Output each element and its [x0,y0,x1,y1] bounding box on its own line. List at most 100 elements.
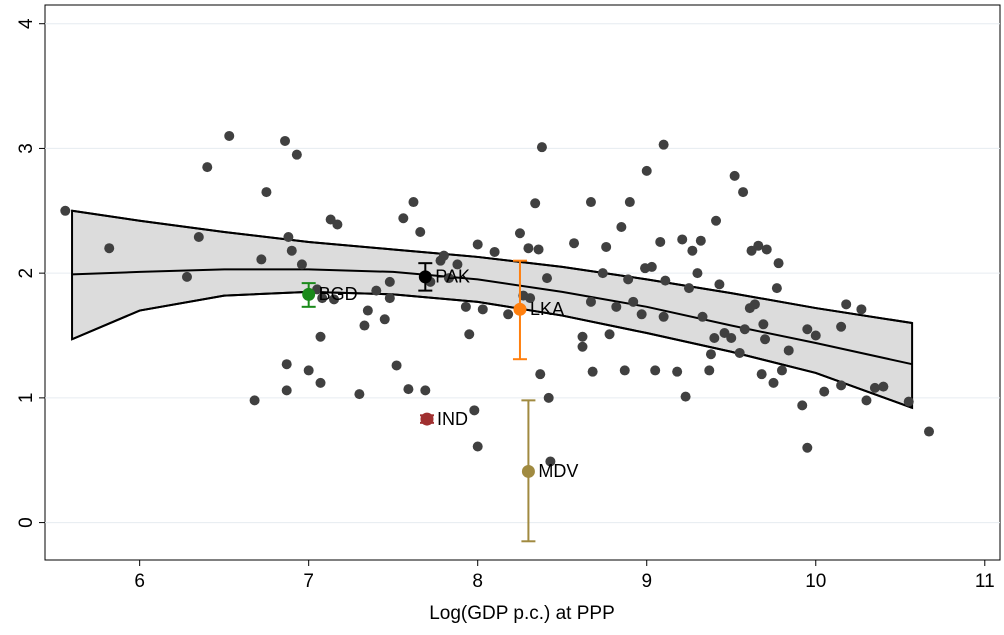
point [628,296,639,307]
point [604,329,615,340]
point [819,386,830,397]
point [611,301,622,312]
point [359,320,370,331]
point [281,385,292,396]
point [601,241,612,252]
point [104,243,115,254]
point [438,250,449,261]
point [384,293,395,304]
point [739,324,750,335]
highlight-point [521,464,535,478]
point [587,366,598,377]
point [758,319,769,330]
x-tick-label: 10 [805,571,826,592]
point [281,359,292,370]
point [332,219,343,230]
point [472,239,483,250]
highlight-label: PAK [435,267,470,287]
point [408,197,419,208]
point [533,244,544,255]
point [472,441,483,452]
x-tick-label: 6 [134,571,145,592]
point [616,222,627,232]
highlight-point [420,412,434,426]
point [391,360,402,371]
y-tick-label: 3 [16,143,37,154]
point [802,442,813,453]
point [753,240,764,251]
point [577,341,588,352]
point [193,231,204,242]
point [443,273,454,284]
point [249,395,260,406]
point [542,273,553,284]
point [869,382,880,393]
highlight-label: BGD [319,284,358,304]
point [286,245,297,256]
point [624,197,635,208]
point [802,324,813,335]
point [776,365,787,376]
highlight-point [418,270,432,284]
point [783,345,794,356]
point [636,309,647,320]
point [291,149,302,160]
point [836,380,847,391]
point [202,162,213,173]
point [181,271,192,282]
x-axis-title: Log(GDP p.c.) at PPP [429,603,615,624]
point [224,130,235,141]
point [655,236,666,247]
point [315,377,326,388]
point [60,205,71,216]
y-tick-label: 4 [16,18,37,29]
point [768,377,779,388]
point [489,246,500,257]
point [660,275,671,286]
point [692,268,703,279]
x-tick-label: 8 [472,571,483,592]
highlight-label: MDV [538,461,578,481]
point [729,170,740,181]
point [256,254,267,265]
point [924,426,935,437]
point [585,296,596,307]
point [569,238,580,249]
y-tick-label: 1 [16,393,37,404]
point [329,294,340,305]
x-tick-label: 9 [641,571,652,592]
point [398,213,409,224]
point [296,259,307,270]
point [525,293,536,304]
point [420,385,431,396]
x-tick-label: 11 [975,571,995,592]
y-tick-label: 2 [16,268,37,279]
point [577,331,588,342]
x-tick-label: 7 [303,571,314,592]
point [619,365,630,376]
point [697,311,708,322]
point [283,231,294,242]
point [761,244,772,255]
point [477,304,488,315]
highlight-label: IND [437,409,468,429]
point [738,187,749,198]
point [530,198,541,209]
point [771,283,782,294]
point [704,365,715,376]
point [623,274,634,285]
point [756,369,767,380]
point [597,268,608,279]
band-fit [72,268,913,366]
point [452,259,463,270]
point [687,245,698,256]
point [535,369,546,380]
point [658,311,669,322]
point [403,384,414,395]
point [760,334,771,345]
point [695,235,706,246]
point [903,396,914,407]
point [543,392,554,403]
point [711,215,722,226]
